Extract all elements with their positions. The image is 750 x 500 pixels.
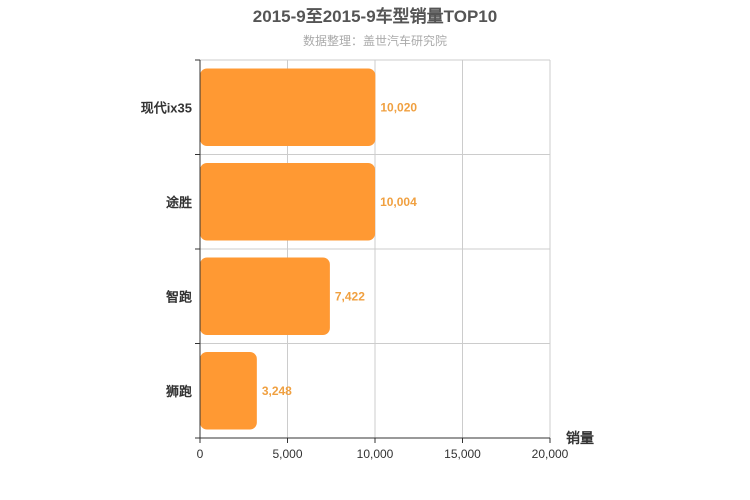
bar: [200, 352, 257, 430]
x-tick-label: 20,000: [532, 447, 569, 461]
value-label: 10,004: [380, 195, 417, 209]
x-tick-label: 15,000: [444, 447, 481, 461]
bar: [200, 68, 376, 146]
x-tick-label: 0: [197, 447, 204, 461]
category-label: 现代ix35: [141, 100, 192, 115]
bar: [200, 257, 330, 335]
value-label: 3,248: [262, 384, 292, 398]
category-label: 智跑: [166, 289, 192, 304]
value-label: 7,422: [335, 289, 365, 303]
chart-subtitle: 数据整理：盖世汽车研究院: [303, 33, 447, 48]
category-label: 狮跑: [165, 384, 192, 399]
x-tick-label: 10,000: [357, 447, 394, 461]
x-tick-label: 5,000: [272, 447, 302, 461]
bar: [200, 163, 376, 241]
value-label: 10,020: [380, 100, 417, 114]
x-axis-title: 销量: [566, 430, 594, 446]
category-label: 途胜: [166, 195, 192, 210]
bars: 10,020 10,004 7,422 3,248: [200, 68, 417, 430]
chart-title: 2015-9至2015-9车型销量TOP10: [253, 6, 497, 26]
